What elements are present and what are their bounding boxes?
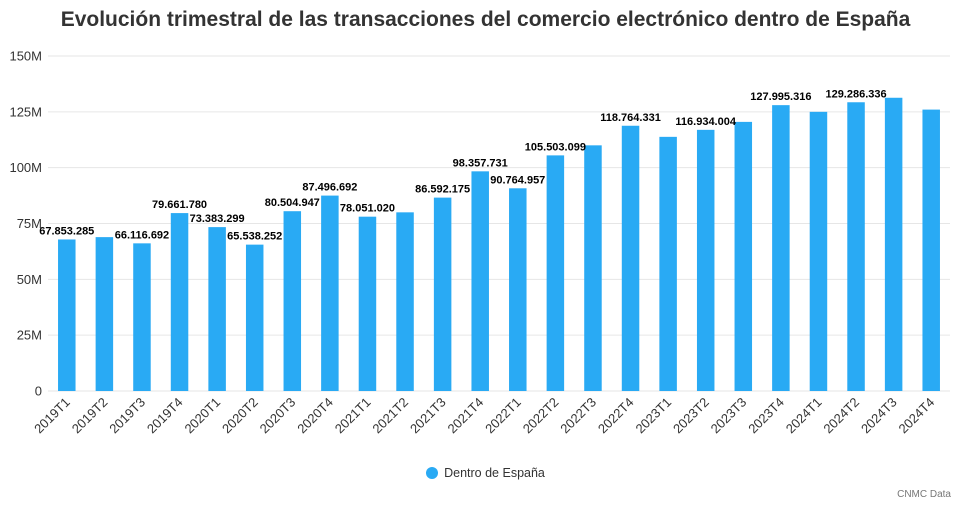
bar xyxy=(245,244,264,391)
bar xyxy=(170,213,189,391)
x-tick-label: 2020T3 xyxy=(257,395,299,437)
bar xyxy=(58,239,76,391)
bar xyxy=(621,125,640,392)
y-tick-label: 25M xyxy=(17,328,42,343)
x-tick-label: 2019T2 xyxy=(69,395,111,437)
bar xyxy=(772,105,790,391)
x-tick-label: 2020T2 xyxy=(219,395,261,437)
bar xyxy=(734,121,753,391)
y-tick-label: 50M xyxy=(17,272,42,287)
y-tick-label: 100M xyxy=(9,160,42,175)
x-tick-label: 2019T1 xyxy=(31,395,73,437)
bar xyxy=(922,109,940,391)
x-tick-label: 2023T3 xyxy=(708,395,750,437)
bar xyxy=(283,211,302,391)
x-tick-label: 2021T4 xyxy=(445,395,487,437)
bar xyxy=(433,197,452,391)
x-tick-label: 2024T1 xyxy=(783,395,825,437)
data-label: 66.116.692 xyxy=(115,229,169,241)
data-label: 105.503.099 xyxy=(525,141,586,153)
x-tick-label: 2023T4 xyxy=(745,395,787,437)
chart-title: Evolución trimestral de las transaccione… xyxy=(60,8,911,31)
y-tick-label: 75M xyxy=(17,216,42,231)
x-axis-ticks: 2019T12019T22019T32019T42020T12020T22020… xyxy=(31,395,937,437)
x-tick-label: 2020T1 xyxy=(181,395,223,437)
bar xyxy=(471,171,489,391)
bar xyxy=(321,195,339,391)
x-tick-label: 2024T4 xyxy=(896,395,938,437)
bar xyxy=(884,97,903,391)
legend-marker-icon xyxy=(426,467,439,479)
y-axis-ticks: 0 25M 50M 75M 100M 125M 150M xyxy=(9,49,42,399)
bar xyxy=(396,212,414,391)
data-label: 118.764.331 xyxy=(600,112,661,124)
data-label: 80.504.947 xyxy=(265,197,320,209)
data-label: 67.853.285 xyxy=(39,225,94,237)
data-label: 73.383.299 xyxy=(190,213,245,225)
grid-lines xyxy=(48,55,950,392)
data-label: 65.538.252 xyxy=(227,231,282,243)
x-tick-label: 2022T3 xyxy=(557,395,599,437)
data-label: 127.995.316 xyxy=(750,91,811,103)
bar xyxy=(584,145,602,391)
bar xyxy=(847,102,865,392)
y-tick-label: 125M xyxy=(9,104,42,119)
bars xyxy=(58,97,940,392)
x-tick-label: 2022T1 xyxy=(482,395,524,437)
bar xyxy=(133,243,151,391)
data-label: 116.934.004 xyxy=(675,116,736,128)
x-tick-label: 2021T3 xyxy=(407,395,449,437)
x-tick-label: 2024T3 xyxy=(858,395,900,437)
legend[interactable]: Dentro de España xyxy=(0,466,971,480)
x-tick-label: 2019T3 xyxy=(106,395,148,437)
x-tick-label: 2023T1 xyxy=(632,395,674,437)
x-tick-label: 2021T1 xyxy=(332,395,374,437)
x-tick-label: 2020T4 xyxy=(294,395,336,437)
x-tick-label: 2023T2 xyxy=(670,395,712,437)
y-tick-label: 0 xyxy=(35,384,42,399)
y-tick-label: 150M xyxy=(9,49,42,64)
bar xyxy=(358,216,377,391)
data-label: 90.764.957 xyxy=(490,174,545,186)
source-credit: CNMC Data xyxy=(897,489,951,500)
data-label: 129.286.336 xyxy=(825,88,886,100)
bar xyxy=(546,155,565,391)
bar xyxy=(809,111,828,391)
x-tick-label: 2024T2 xyxy=(820,395,862,437)
bar xyxy=(696,129,715,391)
data-label: 98.357.731 xyxy=(453,157,508,169)
bar xyxy=(509,188,527,391)
bar xyxy=(95,237,114,391)
data-label: 87.496.692 xyxy=(302,182,357,194)
x-tick-label: 2022T2 xyxy=(520,395,562,437)
data-label: 86.592.175 xyxy=(415,184,470,196)
legend-label: Dentro de España xyxy=(444,466,545,480)
x-tick-label: 2021T2 xyxy=(369,395,411,437)
bar xyxy=(208,227,226,391)
data-label: 79.661.780 xyxy=(152,199,207,211)
x-tick-label: 2022T4 xyxy=(595,395,637,437)
bar xyxy=(659,136,677,391)
data-labels: 67.853.285 66.116.692 79.661.780 73.383.299… xyxy=(39,88,886,242)
data-label: 78.051.020 xyxy=(340,203,395,215)
x-tick-label: 2019T4 xyxy=(144,395,186,437)
